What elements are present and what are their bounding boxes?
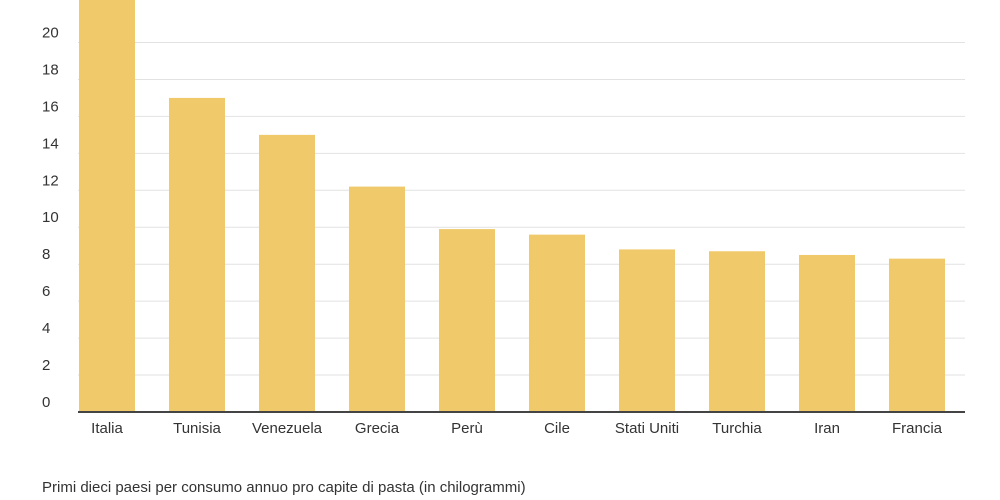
y-tick-label: 20 — [42, 24, 59, 41]
x-tick-label: Tunisia — [173, 420, 221, 437]
bar — [169, 97, 225, 412]
x-tick-label: Grecia — [355, 420, 400, 437]
caption: Primi dieci paesi per consumo annuo pro … — [42, 479, 526, 496]
x-tick-label: Iran — [814, 420, 840, 437]
bar — [349, 186, 405, 412]
x-tick-label: Perù — [451, 420, 483, 437]
y-tick-label: 4 — [42, 320, 50, 337]
bar — [799, 254, 855, 412]
y-tick-label: 8 — [42, 246, 50, 263]
x-tick-label: Turchia — [712, 420, 762, 437]
grid — [78, 41, 965, 413]
bar — [79, 0, 135, 413]
y-tick-label: 12 — [42, 172, 59, 189]
y-tick-label: 14 — [42, 135, 59, 152]
bar — [619, 249, 675, 412]
x-tick-label: Venezuela — [252, 420, 323, 437]
y-tick-label: 0 — [42, 394, 50, 411]
bars — [79, 0, 945, 413]
x-tick-label: Francia — [892, 420, 943, 437]
y-tick-label: 10 — [42, 209, 59, 226]
x-tick-label: Cile — [544, 420, 570, 437]
bar — [889, 258, 945, 412]
x-tick-label: Stati Uniti — [615, 420, 679, 437]
bar — [259, 134, 315, 413]
bar — [709, 251, 765, 412]
y-tick-label: 6 — [42, 283, 50, 300]
y-tick-label: 18 — [42, 61, 59, 78]
bar — [529, 234, 585, 412]
bar — [439, 229, 495, 412]
y-tick-label: 2 — [42, 357, 50, 374]
x-tick-label: Italia — [91, 420, 123, 437]
y-tick-label: 16 — [42, 98, 59, 115]
